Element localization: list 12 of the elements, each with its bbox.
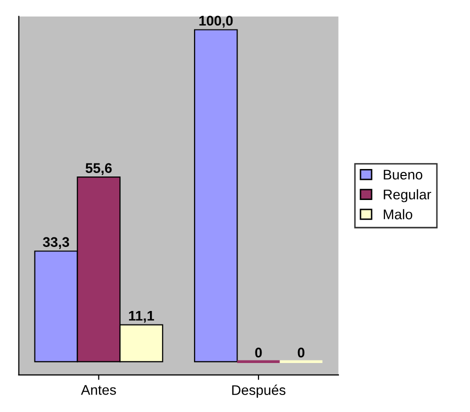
legend-label: Bueno — [384, 170, 422, 180]
data-label: 0 — [298, 348, 304, 358]
x-tick-label: Antes — [80, 385, 116, 395]
legend-label: Malo — [384, 209, 412, 220]
bar — [194, 29, 238, 362]
x-tick-label: Después — [232, 384, 286, 398]
legend-label: Regular — [384, 189, 432, 202]
data-label: 0 — [255, 348, 262, 358]
data-label: 55,6 — [86, 163, 112, 175]
data-label: 33,3 — [42, 237, 70, 250]
data-label: 11,1 — [129, 310, 154, 323]
data-label: 100,0 — [199, 16, 233, 28]
